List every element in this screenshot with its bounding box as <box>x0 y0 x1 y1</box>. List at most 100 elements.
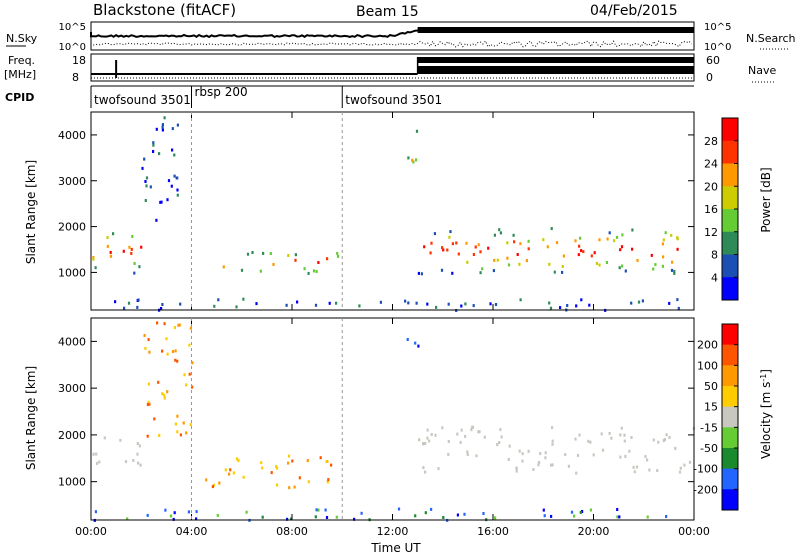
data-cell <box>515 469 518 473</box>
data-cell <box>319 456 322 460</box>
data-cell <box>251 251 254 254</box>
data-cell <box>630 301 633 305</box>
data-cell <box>561 270 564 274</box>
freq-tick-bottom: 8 <box>72 71 79 84</box>
data-cell <box>532 468 535 471</box>
data-cell <box>516 253 519 256</box>
data-cell <box>325 516 329 519</box>
power-colorbar-label: Power [dB] <box>759 167 773 232</box>
data-cell <box>605 261 608 264</box>
data-cell <box>539 452 542 455</box>
colorbar-tick-label: -50 <box>700 442 718 455</box>
data-cell <box>144 180 147 183</box>
data-cell <box>307 271 310 275</box>
data-cell <box>550 463 553 467</box>
y-tick-label: 3000 <box>58 175 86 188</box>
data-cell <box>414 514 417 518</box>
data-cell <box>159 200 162 204</box>
data-cell <box>598 238 601 242</box>
data-cell <box>191 385 194 389</box>
data-cell <box>500 435 503 439</box>
data-cell <box>589 508 592 512</box>
data-cell <box>610 436 613 440</box>
data-cell <box>182 421 185 425</box>
data-cell <box>414 341 417 345</box>
y-tick-label: 3000 <box>58 382 86 395</box>
data-cell <box>92 256 95 259</box>
data-cell <box>527 449 530 453</box>
data-cell <box>548 262 551 266</box>
data-cell <box>144 199 147 202</box>
data-cell <box>624 269 627 273</box>
data-cell <box>662 238 665 242</box>
data-cell <box>326 257 329 261</box>
data-cell <box>499 231 502 235</box>
data-cell <box>290 517 293 521</box>
data-cell <box>676 298 679 302</box>
data-cell <box>415 301 418 305</box>
data-cell <box>140 245 143 249</box>
data-cell <box>646 515 649 519</box>
data-cell <box>635 465 639 469</box>
data-cell <box>553 270 556 274</box>
data-cell <box>163 396 166 400</box>
data-cell <box>574 437 577 441</box>
data-cell <box>404 299 407 303</box>
colorbar-tick-label: 100 <box>697 359 718 372</box>
data-cell <box>130 247 133 251</box>
data-cell <box>521 452 524 456</box>
data-cell <box>465 241 468 245</box>
data-cell <box>564 453 567 457</box>
data-cell <box>448 235 451 239</box>
data-cell <box>489 302 492 306</box>
data-cell <box>287 254 290 257</box>
data-cell <box>496 258 499 262</box>
data-cell <box>507 263 511 267</box>
data-cell <box>92 452 95 456</box>
data-cell <box>656 469 659 473</box>
data-cell <box>95 452 98 456</box>
data-cell <box>613 239 616 243</box>
data-cell <box>224 468 227 472</box>
data-cell <box>542 238 545 242</box>
data-cell <box>160 307 163 310</box>
data-cell <box>657 440 660 444</box>
data-cell <box>171 127 174 131</box>
data-cell <box>429 251 432 255</box>
data-cell <box>141 166 144 170</box>
data-cell <box>163 116 166 120</box>
data-cell <box>551 463 554 467</box>
data-cell <box>161 125 164 129</box>
data-cell <box>566 304 569 307</box>
data-cell <box>157 380 160 384</box>
data-cell <box>671 260 674 264</box>
data-cell <box>417 344 420 348</box>
data-cell <box>477 243 480 247</box>
colorbar-tick-label: 200 <box>697 339 718 352</box>
data-cell <box>314 515 317 519</box>
data-cell <box>166 390 169 394</box>
data-cell <box>587 439 590 443</box>
data-cell <box>621 233 624 237</box>
data-cell <box>620 426 623 430</box>
data-cell <box>449 230 452 234</box>
data-cell <box>433 232 436 236</box>
data-cell <box>276 483 279 487</box>
y-tick-label: 2000 <box>58 221 86 234</box>
nsky-high-band <box>417 27 694 33</box>
data-cell <box>229 468 232 472</box>
data-cell <box>379 300 382 304</box>
data-cell <box>236 457 239 461</box>
data-cell <box>174 422 177 426</box>
power-panel: 1000 2000 3000 4000 4 8 12 16 20 24 28 <box>58 111 739 312</box>
data-cell <box>644 455 647 458</box>
data-cell <box>608 231 611 235</box>
data-cell <box>593 251 596 255</box>
data-cell <box>314 303 318 307</box>
data-cell <box>324 508 327 512</box>
data-cell <box>442 248 445 252</box>
data-cell <box>641 299 644 303</box>
data-cell <box>661 264 664 268</box>
data-cell <box>592 453 595 457</box>
data-cell <box>155 218 158 222</box>
